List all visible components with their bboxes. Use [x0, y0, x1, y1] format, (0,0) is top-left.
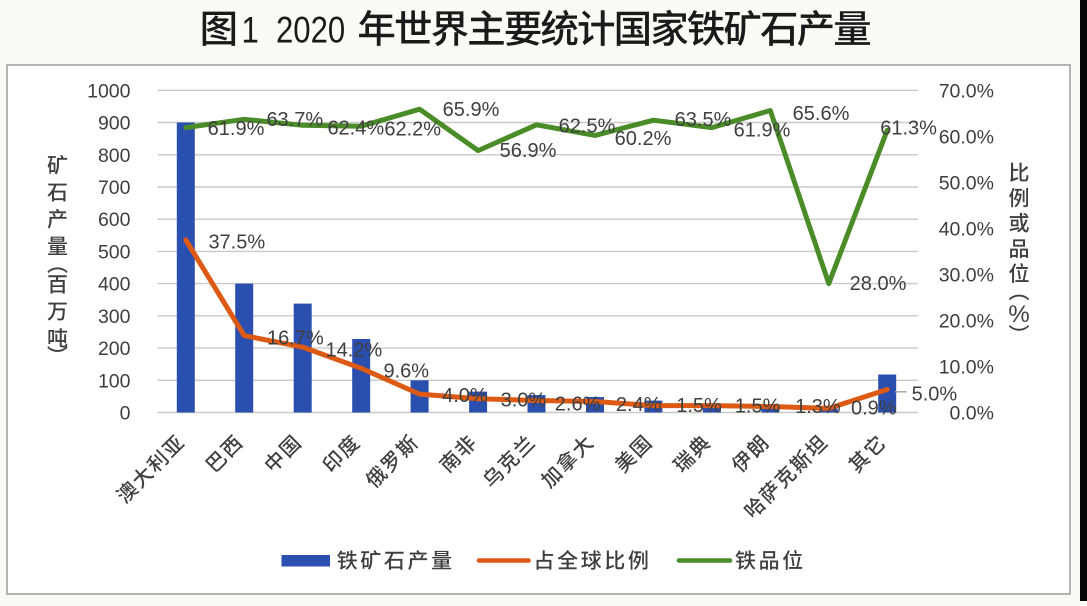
svg-text:16.7%: 16.7%	[267, 328, 324, 350]
svg-text:5.0%: 5.0%	[912, 384, 958, 406]
svg-text:61.9%: 61.9%	[208, 118, 265, 140]
svg-text:56.9%: 56.9%	[500, 140, 557, 162]
svg-text:800: 800	[98, 145, 131, 167]
svg-text:63.5%: 63.5%	[675, 109, 732, 131]
svg-text:62.4%: 62.4%	[327, 117, 384, 139]
svg-text:0: 0	[120, 403, 131, 425]
svg-text:30.0%: 30.0%	[939, 264, 994, 286]
svg-text:600: 600	[98, 209, 131, 231]
svg-text:1.5%: 1.5%	[735, 396, 781, 418]
svg-text:2020: 2020	[276, 10, 345, 51]
svg-text:900: 900	[98, 113, 131, 135]
svg-text:9.6%: 9.6%	[384, 361, 430, 383]
svg-text:20.0%: 20.0%	[939, 310, 994, 332]
svg-text:28.0%: 28.0%	[850, 273, 907, 295]
svg-text:37.5%: 37.5%	[208, 231, 265, 253]
svg-text:60.0%: 60.0%	[939, 126, 994, 148]
svg-text:65.9%: 65.9%	[443, 99, 500, 121]
svg-text:400: 400	[98, 274, 131, 296]
svg-text:61.3%: 61.3%	[880, 117, 937, 139]
svg-text:62.2%: 62.2%	[384, 119, 441, 141]
svg-text:1000: 1000	[87, 80, 131, 102]
svg-text:70.0%: 70.0%	[939, 80, 994, 102]
svg-text:0.9%: 0.9%	[851, 398, 897, 420]
svg-text:61.9%: 61.9%	[734, 120, 791, 142]
svg-text:40.0%: 40.0%	[939, 218, 994, 240]
svg-text:2.4%: 2.4%	[616, 394, 662, 416]
svg-text:500: 500	[98, 241, 131, 263]
svg-text:700: 700	[98, 177, 131, 199]
svg-text:3.0%: 3.0%	[501, 390, 547, 412]
svg-text:10.0%: 10.0%	[939, 357, 994, 379]
svg-text:4.0%: 4.0%	[442, 385, 488, 407]
svg-text:1.5%: 1.5%	[676, 395, 722, 417]
svg-text:14.2%: 14.2%	[326, 340, 383, 362]
svg-text:63.7%: 63.7%	[266, 109, 323, 131]
svg-text:62.5%: 62.5%	[559, 115, 616, 137]
svg-text:2.6%: 2.6%	[555, 394, 601, 416]
svg-text:0.0%: 0.0%	[950, 403, 994, 425]
svg-text:1.3%: 1.3%	[795, 396, 841, 418]
svg-text:300: 300	[98, 306, 131, 328]
svg-text:100: 100	[98, 370, 131, 392]
svg-text:1: 1	[242, 10, 259, 51]
svg-text:50.0%: 50.0%	[939, 172, 994, 194]
svg-text:65.6%: 65.6%	[793, 103, 850, 125]
svg-text:%: %	[1008, 301, 1029, 328]
svg-text:60.2%: 60.2%	[615, 128, 672, 150]
svg-text:200: 200	[98, 338, 131, 360]
